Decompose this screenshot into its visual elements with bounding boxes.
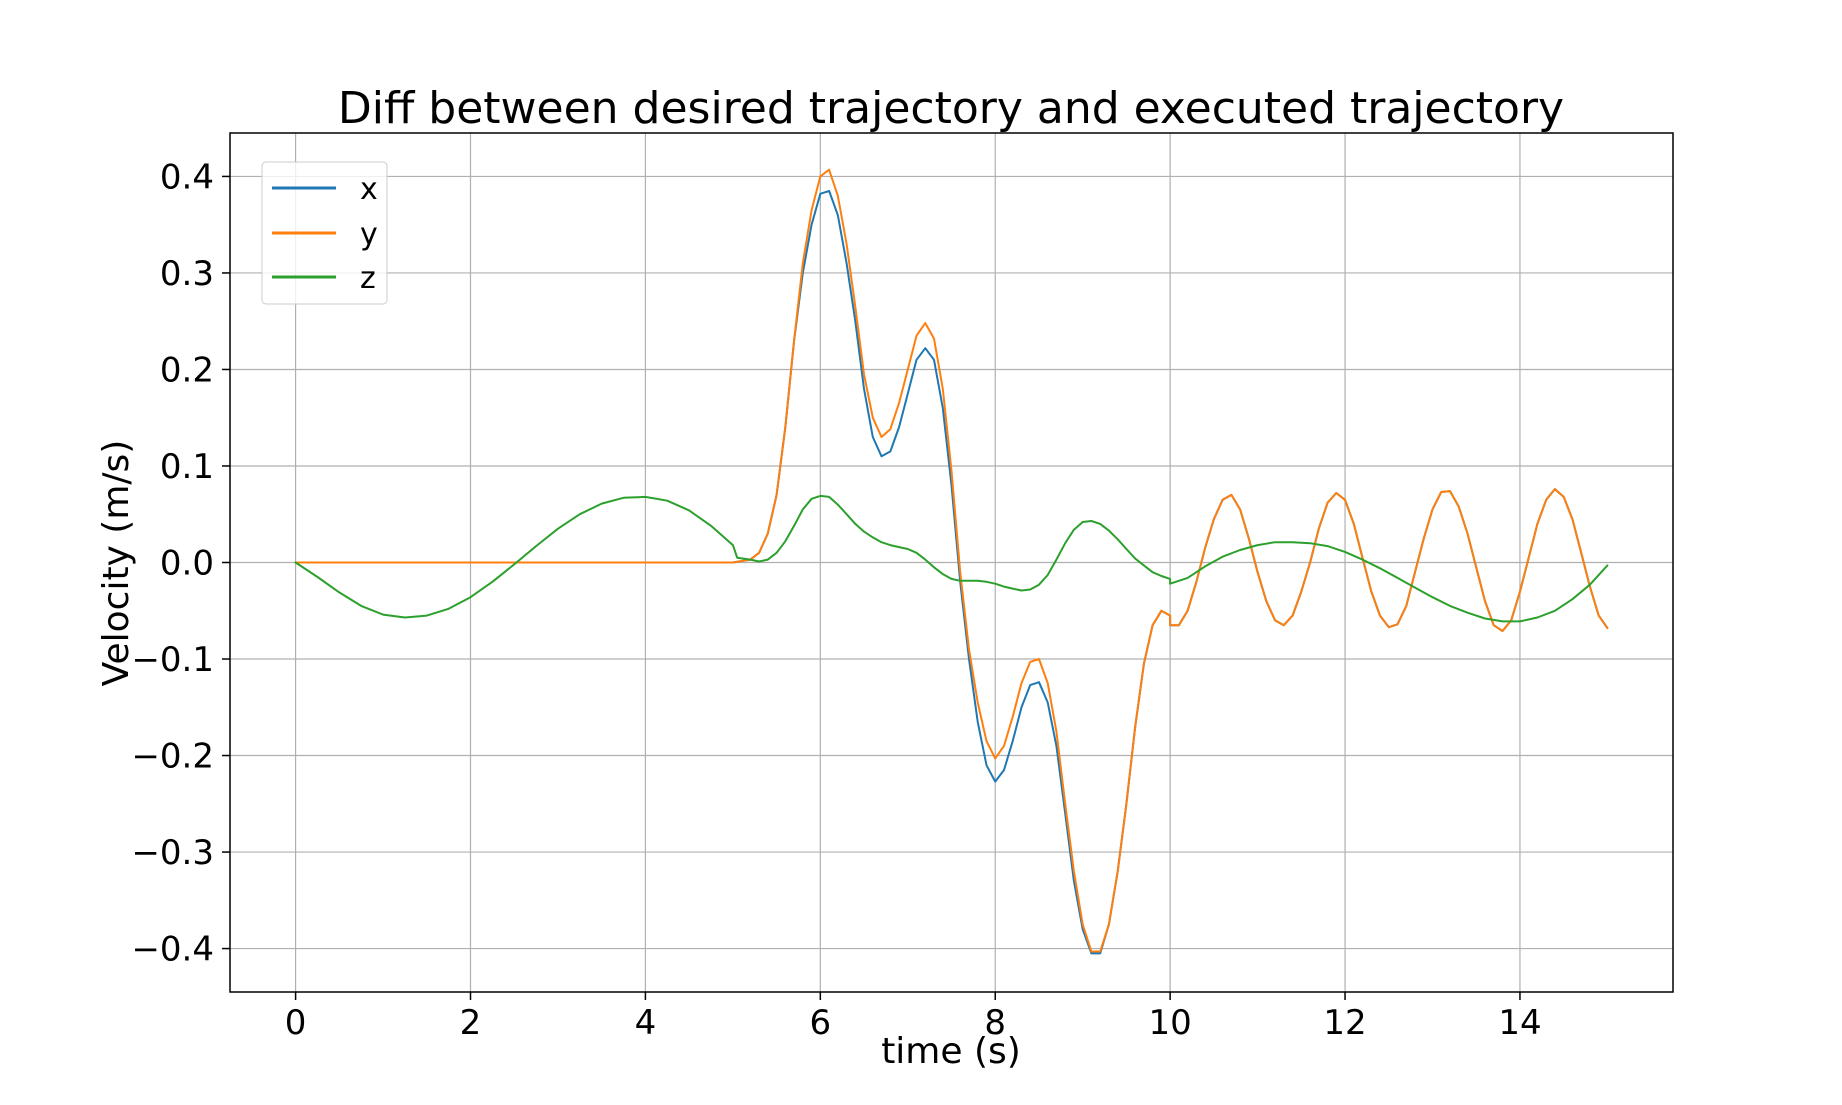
legend-label-z: z (360, 261, 376, 296)
y-tick-label: 0.2 (160, 350, 214, 390)
x-tick-label: 2 (460, 1003, 482, 1043)
series-line-y (294, 168, 1609, 953)
x-axis-label: time (s) (881, 1031, 1021, 1072)
y-axis-label: Velocity (m/s) (96, 440, 137, 687)
x-tick-label: 6 (809, 1003, 831, 1043)
x-tick-label: 14 (1498, 1003, 1541, 1043)
x-tick-label: 8 (984, 1003, 1006, 1043)
y-tick-label: 0.1 (160, 447, 214, 487)
y-tick-label: −0.1 (131, 640, 214, 680)
y-tick-label: 0.4 (160, 157, 214, 197)
series-lines (294, 168, 1609, 955)
axis-ticks: 0 2 4 6 8 10 12 14 0.4 0.3 0.2 0.1 0.0 −0.1 −0.2 −0.3 −0… (131, 157, 1541, 1043)
series-line-x (294, 189, 1609, 955)
series-line-z (294, 494, 1609, 623)
legend: x y z (261, 161, 388, 305)
legend-label-x: x (360, 172, 378, 207)
y-tick-label: −0.4 (131, 930, 214, 970)
y-tick-label: −0.3 (131, 833, 214, 873)
y-tick-label: 0.3 (160, 254, 214, 294)
x-tick-label: 0 (285, 1003, 307, 1043)
x-tick-label: 10 (1149, 1003, 1192, 1043)
x-tick-label: 4 (635, 1003, 657, 1043)
legend-label-y: y (360, 217, 378, 252)
grid-lines (230, 133, 1673, 992)
chart-title: Diff between desired trajectory and exec… (338, 83, 1564, 134)
y-tick-label: −0.2 (131, 737, 214, 777)
x-tick-label: 12 (1323, 1003, 1366, 1043)
y-tick-label: 0.0 (160, 544, 214, 584)
